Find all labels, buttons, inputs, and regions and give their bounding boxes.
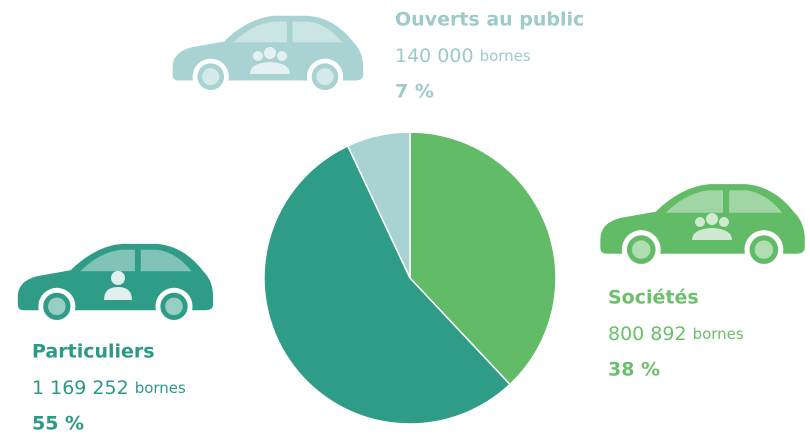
count-value: 800 892 xyxy=(608,323,687,345)
pie-slice xyxy=(409,131,557,386)
category-label: Sociétés xyxy=(608,287,699,309)
group-icon xyxy=(250,47,732,240)
value-label: 7 % xyxy=(395,81,434,103)
person-icon xyxy=(104,271,132,300)
category-label: Ouverts au public xyxy=(395,9,584,31)
category-label: Particuliers xyxy=(32,341,155,363)
pie-slice xyxy=(346,131,411,279)
count-value: 1 169 252 xyxy=(32,377,129,399)
count-value: 140 000 xyxy=(395,45,474,67)
car-companies xyxy=(600,184,805,268)
count-label: 800 892 bornes xyxy=(608,323,744,345)
car-icons xyxy=(17,15,805,324)
value-label: 38 % xyxy=(608,359,660,381)
count-unit: bornes xyxy=(135,379,186,397)
count-label: 140 000 bornes xyxy=(395,45,531,67)
count-unit: bornes xyxy=(480,47,531,65)
pie-slice xyxy=(263,144,512,425)
value-label: 55 % xyxy=(32,413,84,435)
count-label: 1 169 252 bornes xyxy=(32,377,186,399)
count-unit: bornes xyxy=(693,325,744,343)
